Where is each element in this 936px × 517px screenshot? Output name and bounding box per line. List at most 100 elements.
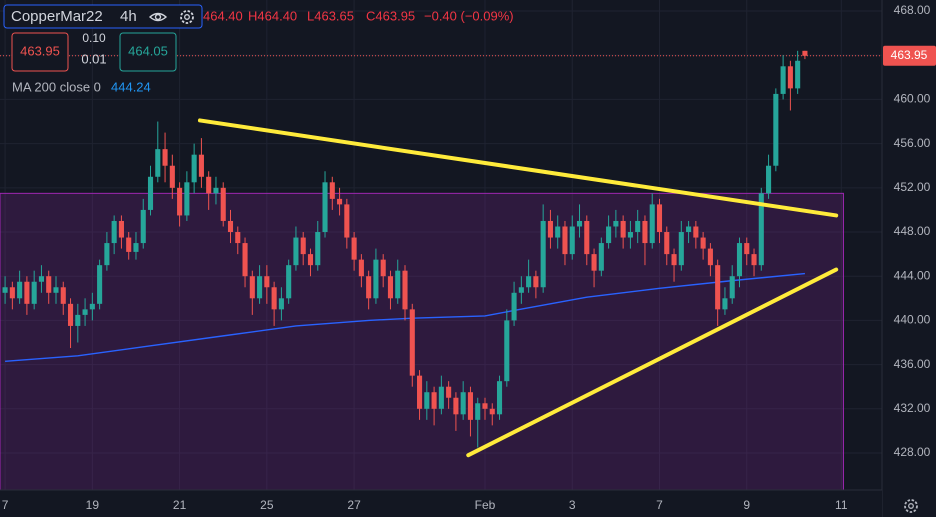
gear-hub [908, 503, 914, 509]
ma-value: 444.24 [111, 79, 151, 94]
candle-body [75, 314, 81, 326]
candle-body [693, 226, 699, 238]
spread-top: 0.10 [82, 31, 106, 45]
chart-settings-gear[interactable] [904, 499, 918, 513]
x-tick-label: 27 [347, 498, 361, 512]
candle-body [642, 220, 648, 244]
y-tick-label: 432.00 [894, 401, 931, 415]
x-tick-label: 21 [173, 498, 187, 512]
candle-body [271, 287, 277, 310]
candle-body [373, 259, 379, 299]
candle-body [715, 265, 721, 310]
plot-area [0, 0, 882, 491]
x-tick-label: 3 [569, 498, 576, 512]
candle-body [315, 232, 321, 266]
sell-button[interactable] [11, 32, 69, 72]
candle-body [155, 149, 161, 177]
candle-body [162, 149, 168, 166]
candle-body [264, 276, 270, 288]
candle-body [387, 276, 394, 299]
y-tick-label: 468.00 [894, 3, 931, 17]
candle-body [31, 281, 37, 304]
candle-body [496, 381, 503, 415]
candle-body [147, 176, 154, 210]
spread-bottom: 0.01 [81, 51, 106, 66]
candle-body [656, 204, 663, 233]
candle-body [242, 243, 248, 277]
buy-price[interactable]: 464.05 [128, 43, 168, 58]
candle-body [649, 204, 655, 244]
candle-body [133, 243, 139, 252]
candle-body [446, 386, 452, 398]
gear-hub [184, 14, 190, 20]
candle-body [795, 60, 801, 89]
last-price-tag [883, 45, 936, 66]
candle-body [227, 220, 234, 233]
y-tick-label: 448.00 [894, 224, 931, 238]
candle-body [351, 237, 357, 260]
candle-body [547, 220, 553, 238]
ohlc-value: −0.40 (−0.09%) [424, 8, 514, 23]
candle-body [409, 309, 415, 376]
candle-body [533, 276, 539, 288]
ma-label[interactable]: MA 200 close 0 [12, 79, 101, 94]
candle-body [169, 165, 175, 188]
candle-body [46, 276, 52, 293]
candle-body [722, 298, 728, 310]
candle-body [467, 392, 473, 420]
candle-body [431, 392, 437, 409]
candle-body [613, 220, 619, 227]
x-tick-label: 7 [656, 498, 663, 512]
x-tick-label: 7 [2, 498, 9, 512]
candle-body [766, 165, 772, 194]
candle-body [736, 243, 743, 277]
candle-body [67, 303, 74, 326]
eye-icon[interactable] [148, 12, 168, 22]
candle-body [402, 270, 408, 310]
symbol-box[interactable] [3, 4, 203, 29]
candle-body [235, 232, 241, 244]
buy-button[interactable] [119, 32, 177, 72]
sell-price[interactable]: 463.95 [20, 43, 60, 58]
candle-body [802, 50, 808, 56]
y-tick-label: 456.00 [894, 136, 931, 150]
candle-body [758, 193, 764, 266]
candle-body [278, 298, 284, 310]
ohlc-value: L463.65 [307, 8, 354, 23]
candle-body [191, 154, 197, 183]
settings-icon[interactable] [180, 10, 194, 24]
candle-body [504, 320, 510, 382]
x-tick-label: Feb [475, 498, 496, 512]
candle-body [584, 220, 590, 255]
x-tick-label: 25 [260, 498, 274, 512]
candle-body [686, 226, 692, 233]
candle-body [286, 265, 292, 299]
y-tick-label: 440.00 [894, 313, 931, 327]
interval[interactable]: 4h [120, 8, 137, 25]
candle-body [213, 187, 219, 194]
y-tick-label: 444.00 [894, 268, 931, 282]
candle-body [729, 276, 735, 299]
candle-body [526, 276, 532, 288]
candle-body [220, 187, 226, 221]
eye-outline [148, 12, 168, 22]
candle-body [366, 276, 372, 299]
symbol[interactable]: CopperMar22 [11, 8, 103, 25]
candle-body [678, 232, 684, 266]
candle-body [97, 265, 103, 304]
candle-body [773, 93, 779, 166]
candle-body [17, 281, 23, 299]
candle-body [60, 287, 66, 304]
candle-body [417, 375, 423, 409]
y-tick-label: 436.00 [894, 357, 931, 371]
candle-body [511, 292, 517, 321]
candle-body [206, 176, 212, 194]
candle-body [460, 392, 466, 415]
candle-body [540, 220, 546, 288]
last-price-label: 463.95 [891, 48, 928, 62]
ohlc-value: C463.95 [366, 8, 415, 23]
candle-body [38, 276, 44, 282]
